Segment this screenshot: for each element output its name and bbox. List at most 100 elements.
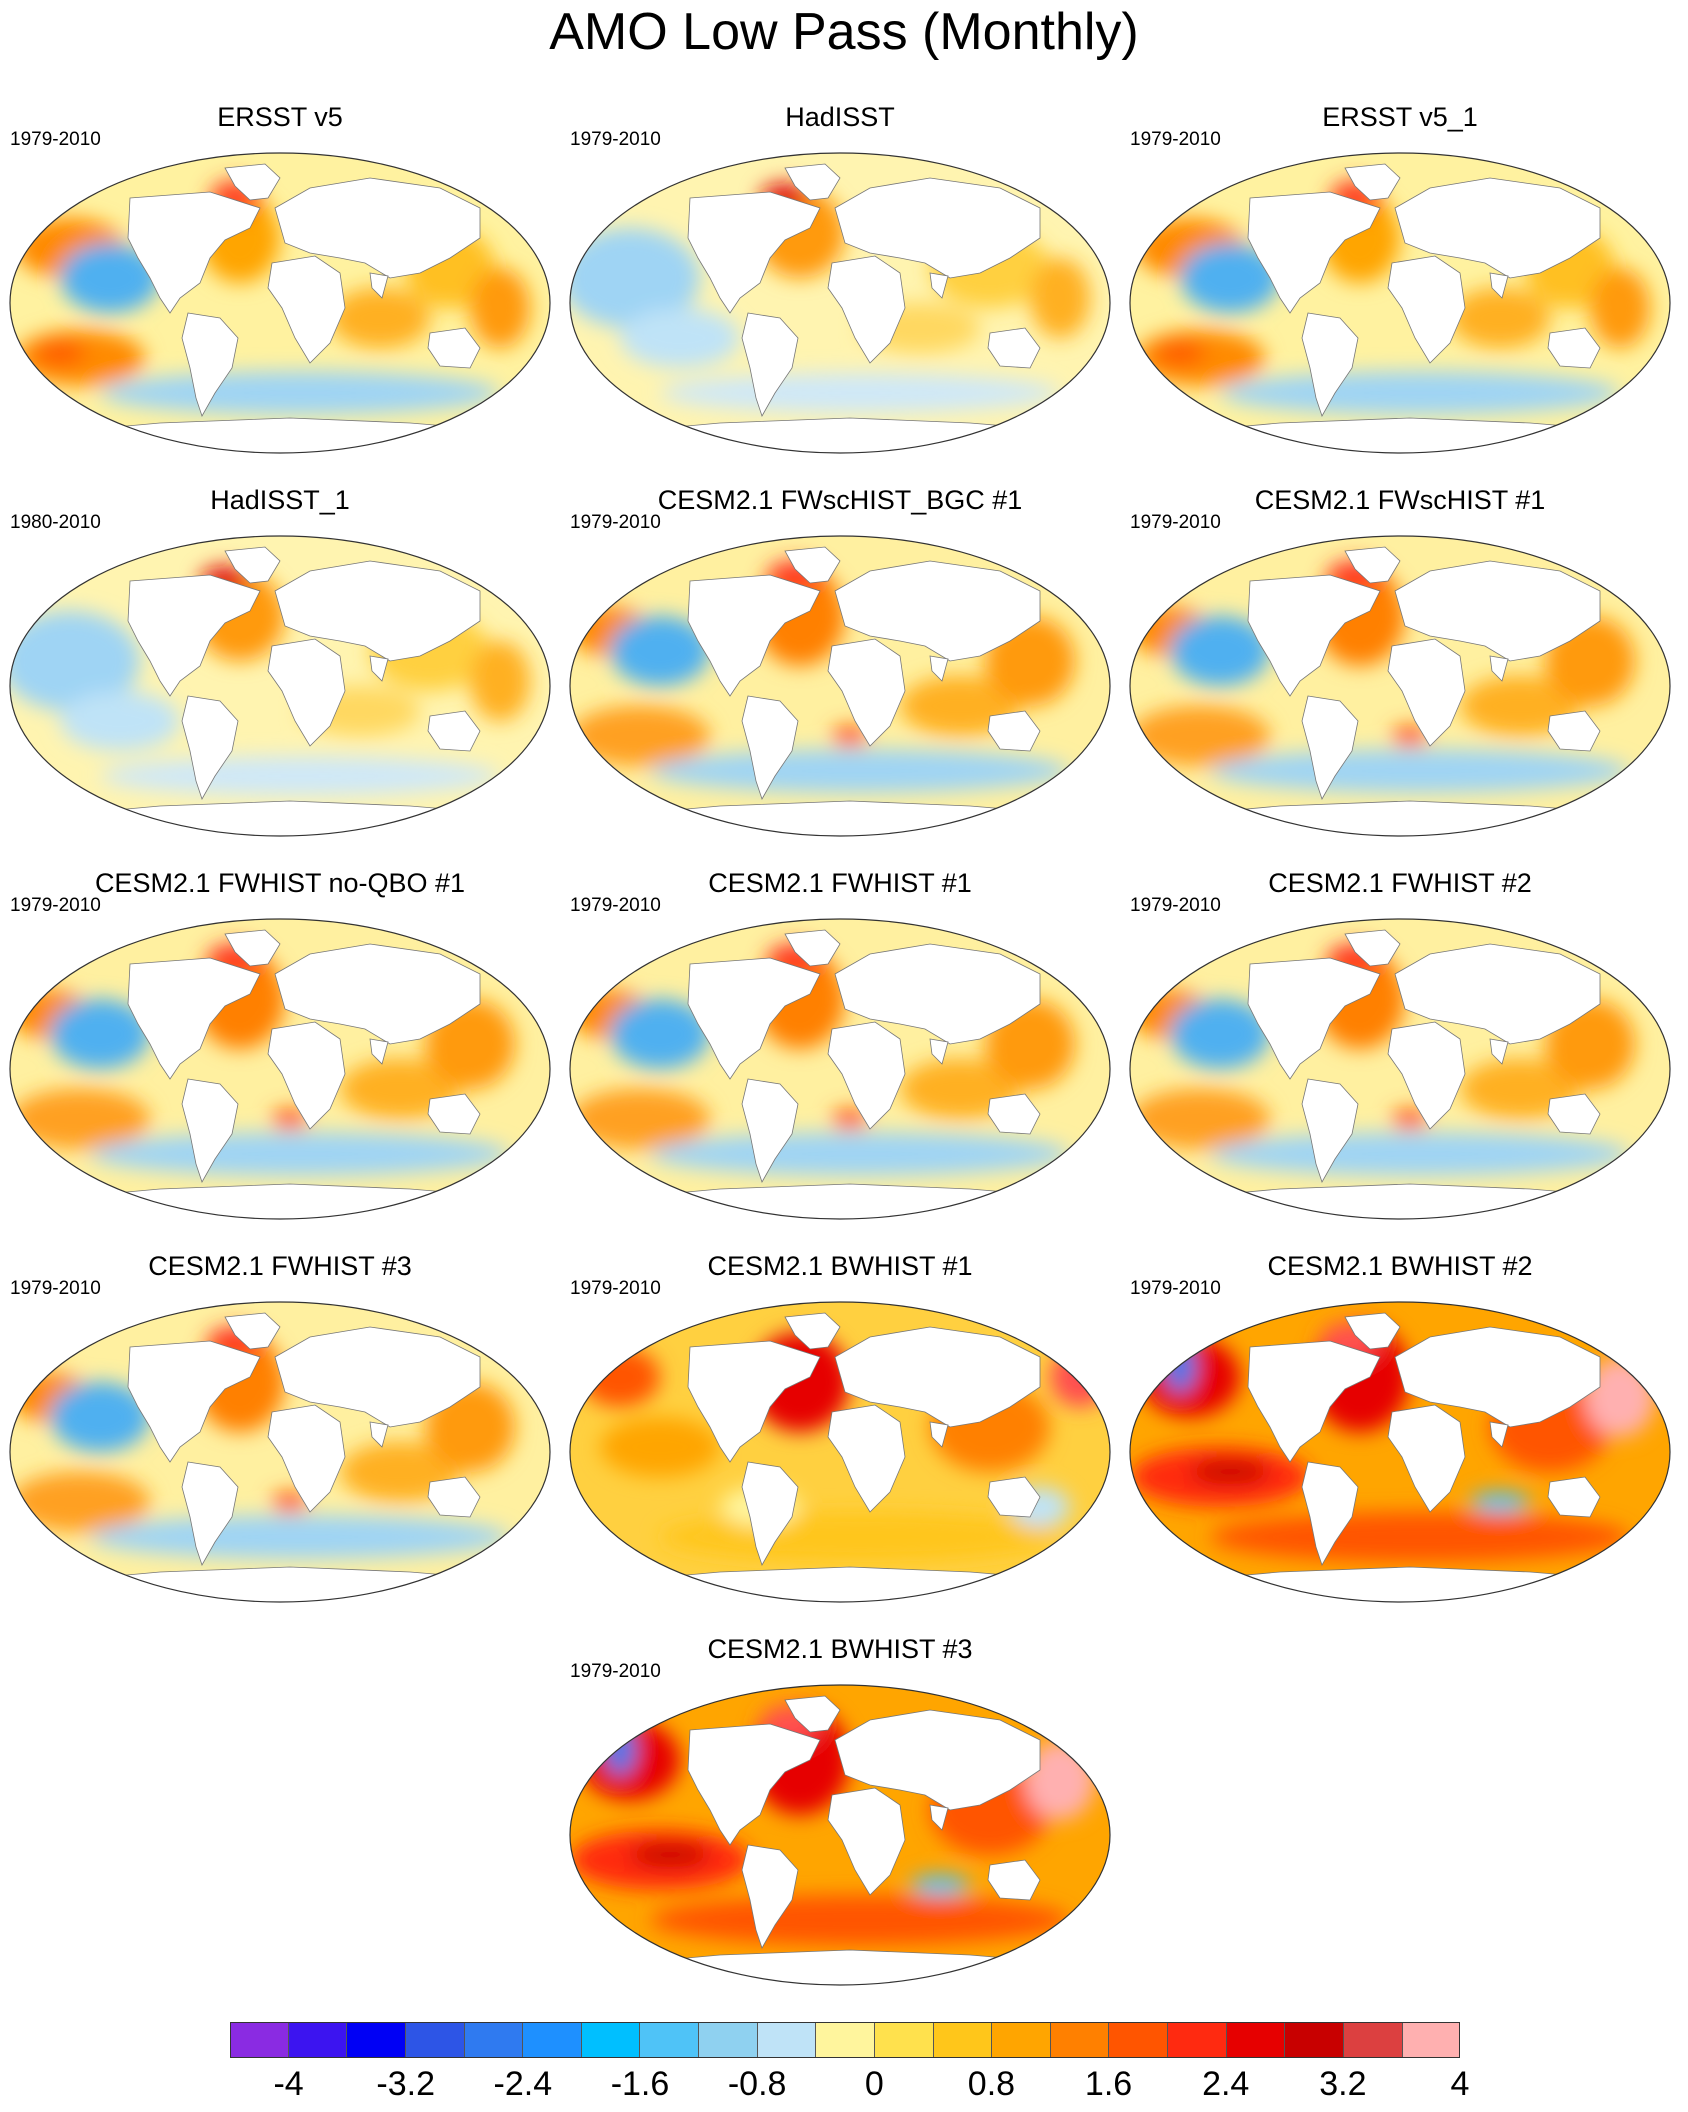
anomaly-region xyxy=(90,1515,510,1559)
colorbar-swatch xyxy=(230,2022,289,2058)
land-africa xyxy=(267,1404,346,1513)
anomaly-region xyxy=(100,371,500,415)
colorbar-swatch xyxy=(933,2022,993,2058)
colorbar-swatch xyxy=(699,2022,758,2058)
panel-title: HadISST xyxy=(785,102,895,132)
land-southAmerica xyxy=(1301,695,1359,800)
colorbar-swatch xyxy=(757,2022,817,2058)
anomaly-region xyxy=(100,756,500,796)
anomaly-region xyxy=(60,243,160,313)
anomaly-region xyxy=(10,1472,150,1532)
panel-period: 1979-2010 xyxy=(1130,1278,1221,1299)
colorbar-tick-label: 0 xyxy=(864,2065,884,2103)
land-india xyxy=(369,1421,389,1448)
colorbar-tick-label: 0.8 xyxy=(967,2065,1016,2103)
land-australia xyxy=(1547,1093,1601,1135)
anomaly-region xyxy=(650,749,1070,793)
panel-title: CESM2.1 FWHIST #1 xyxy=(708,868,972,898)
colorbar-swatch xyxy=(1285,2022,1344,2058)
sst-anomaly-map xyxy=(1129,918,1671,1220)
land-greenland xyxy=(224,929,281,967)
sst-anomaly-map xyxy=(9,918,551,1220)
panel-title: ERSST v5 xyxy=(217,102,343,132)
anomaly-region xyxy=(1590,268,1650,348)
land-india xyxy=(929,1804,949,1831)
map-panel: CESM2.1 FWHIST #2 1979-2010 xyxy=(1120,866,1680,1246)
map-border xyxy=(1129,152,1671,454)
land-southAmerica xyxy=(741,1078,799,1183)
land-southAmerica xyxy=(1301,1461,1359,1566)
panel-title: HadISST_1 xyxy=(210,485,350,515)
land-australia xyxy=(987,1859,1041,1901)
land-northAmerica xyxy=(127,191,261,314)
colorbar xyxy=(230,2022,1461,2058)
land-greenland xyxy=(784,163,841,201)
anomaly-region xyxy=(832,1109,868,1129)
land-southAmerica xyxy=(1301,312,1359,417)
anomaly-region xyxy=(1210,1132,1630,1176)
map-panel: CESM2.1 BWHIST #2 1979-2010 xyxy=(1120,1249,1680,1629)
panel-period: 1979-2010 xyxy=(1130,895,1221,916)
land-northAmerica xyxy=(127,1340,261,1463)
map-border xyxy=(9,535,551,837)
anomaly-region xyxy=(1392,1109,1428,1129)
map-border xyxy=(9,152,551,454)
anomaly-region xyxy=(1190,1460,1270,1484)
land-greenland xyxy=(784,929,841,967)
land-australia xyxy=(987,1093,1041,1135)
land-africa xyxy=(827,255,906,364)
land-eurasia xyxy=(274,560,481,662)
panel-title: CESM2.1 BWHIST #1 xyxy=(707,1251,973,1281)
land-northAmerica xyxy=(1247,574,1381,697)
land-india xyxy=(1489,272,1509,299)
anomaly-region xyxy=(610,999,710,1069)
panel-title: ERSST v5_1 xyxy=(1322,102,1478,132)
land-eurasia xyxy=(1394,560,1601,662)
map-panel: CESM2.1 BWHIST #1 1979-2010 xyxy=(560,1249,1120,1629)
colorbar-tick-label: -2.4 xyxy=(493,2065,553,2103)
land-africa xyxy=(827,1404,906,1513)
sst-anomaly-map xyxy=(569,152,1111,454)
panel-period: 1979-2010 xyxy=(570,895,661,916)
panel-period: 1979-2010 xyxy=(1130,512,1221,533)
map-panel: CESM2.1 BWHIST #3 1979-2010 xyxy=(560,1632,1120,2012)
colorbar-swatch xyxy=(1050,2022,1110,2058)
land-india xyxy=(369,655,389,682)
figure-title: AMO Low Pass (Monthly) xyxy=(549,3,1139,61)
anomaly-region xyxy=(570,1089,710,1149)
panel-title: CESM2.1 FWHIST #3 xyxy=(148,1251,412,1281)
anomaly-region xyxy=(1050,1347,1110,1407)
map-panel: CESM2.1 FWHIST #3 1979-2010 xyxy=(0,1249,560,1629)
map-border xyxy=(1129,918,1671,1220)
anomaly-region xyxy=(832,726,868,746)
anomaly-region xyxy=(470,268,530,348)
colorbar-tick-label: 1.6 xyxy=(1084,2065,1133,2103)
land-eurasia xyxy=(274,943,481,1045)
land-eurasia xyxy=(834,1709,1041,1811)
land-greenland xyxy=(1344,1312,1401,1350)
map-border xyxy=(569,1684,1111,1986)
colorbar-swatch xyxy=(581,2022,641,2058)
sst-anomaly-map xyxy=(9,1301,551,1603)
colorbar-swatch xyxy=(1168,2022,1227,2058)
anomaly-region xyxy=(600,1417,720,1477)
colorbar-tick-label: -3.2 xyxy=(376,2065,435,2103)
sst-anomaly-map xyxy=(569,1301,1111,1603)
anomaly-region xyxy=(1155,341,1205,365)
land-greenland xyxy=(784,546,841,584)
map-border xyxy=(9,1301,551,1603)
colorbar-swatch xyxy=(464,2022,524,2058)
map-border xyxy=(569,918,1111,1220)
land-india xyxy=(929,272,949,299)
panel-title: CESM2.1 BWHIST #3 xyxy=(707,1634,973,1664)
anomaly-region xyxy=(1130,706,1270,766)
map-border xyxy=(1129,1301,1671,1603)
sst-anomaly-map xyxy=(569,1684,1111,1986)
anomaly-region xyxy=(660,1512,1060,1562)
sst-anomaly-map xyxy=(9,152,551,454)
land-australia xyxy=(427,327,481,369)
land-southAmerica xyxy=(741,312,799,417)
map-border xyxy=(569,535,1111,837)
sst-anomaly-map xyxy=(569,918,1111,1220)
land-greenland xyxy=(224,1312,281,1350)
